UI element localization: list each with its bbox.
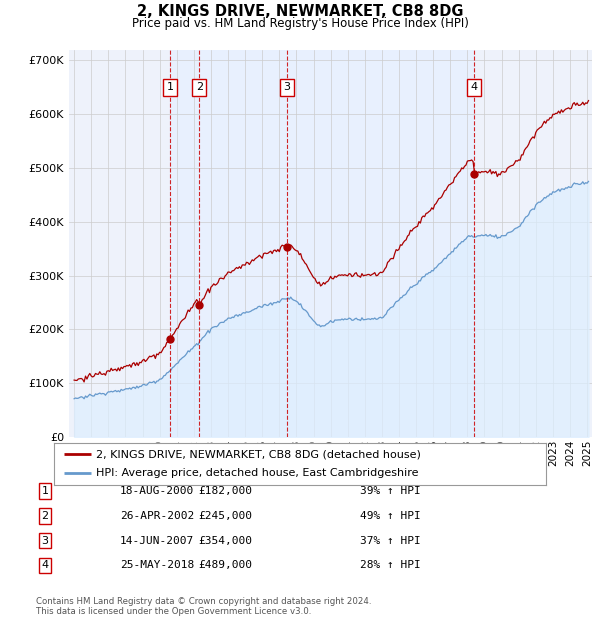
Text: Contains HM Land Registry data © Crown copyright and database right 2024.: Contains HM Land Registry data © Crown c… <box>36 597 371 606</box>
Text: 39% ↑ HPI: 39% ↑ HPI <box>360 486 421 496</box>
Text: 3: 3 <box>284 82 290 92</box>
Text: £354,000: £354,000 <box>198 536 252 546</box>
Text: 3: 3 <box>41 536 49 546</box>
Text: 49% ↑ HPI: 49% ↑ HPI <box>360 511 421 521</box>
Text: 1: 1 <box>41 486 49 496</box>
Bar <box>287 50 474 437</box>
Text: 37% ↑ HPI: 37% ↑ HPI <box>360 536 421 546</box>
Text: 14-JUN-2007: 14-JUN-2007 <box>120 536 194 546</box>
Text: £182,000: £182,000 <box>198 486 252 496</box>
Text: This data is licensed under the Open Government Licence v3.0.: This data is licensed under the Open Gov… <box>36 607 311 616</box>
Text: 2, KINGS DRIVE, NEWMARKET, CB8 8DG: 2, KINGS DRIVE, NEWMARKET, CB8 8DG <box>137 4 463 19</box>
Text: £489,000: £489,000 <box>198 560 252 570</box>
Text: 18-AUG-2000: 18-AUG-2000 <box>120 486 194 496</box>
Text: 25-MAY-2018: 25-MAY-2018 <box>120 560 194 570</box>
Bar <box>170 50 199 437</box>
Text: 1: 1 <box>167 82 174 92</box>
Text: HPI: Average price, detached house, East Cambridgeshire: HPI: Average price, detached house, East… <box>96 469 418 479</box>
Text: Price paid vs. HM Land Registry's House Price Index (HPI): Price paid vs. HM Land Registry's House … <box>131 17 469 30</box>
Text: 4: 4 <box>470 82 478 92</box>
Text: £245,000: £245,000 <box>198 511 252 521</box>
Text: 2: 2 <box>196 82 203 92</box>
Text: 4: 4 <box>41 560 49 570</box>
Text: 2: 2 <box>41 511 49 521</box>
Bar <box>199 50 287 437</box>
Text: 26-APR-2002: 26-APR-2002 <box>120 511 194 521</box>
Text: 28% ↑ HPI: 28% ↑ HPI <box>360 560 421 570</box>
Text: 2, KINGS DRIVE, NEWMARKET, CB8 8DG (detached house): 2, KINGS DRIVE, NEWMARKET, CB8 8DG (deta… <box>96 449 421 459</box>
